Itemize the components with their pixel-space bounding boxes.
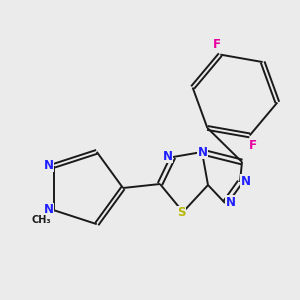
Text: N: N [198,146,208,158]
Text: N: N [44,159,54,172]
Text: N: N [225,196,236,209]
Text: N: N [44,203,54,216]
Text: N: N [240,175,250,188]
Text: F: F [249,139,257,152]
Text: S: S [177,206,186,219]
Text: CH₃: CH₃ [31,215,51,225]
Text: N: N [163,150,172,163]
Text: F: F [213,38,221,51]
